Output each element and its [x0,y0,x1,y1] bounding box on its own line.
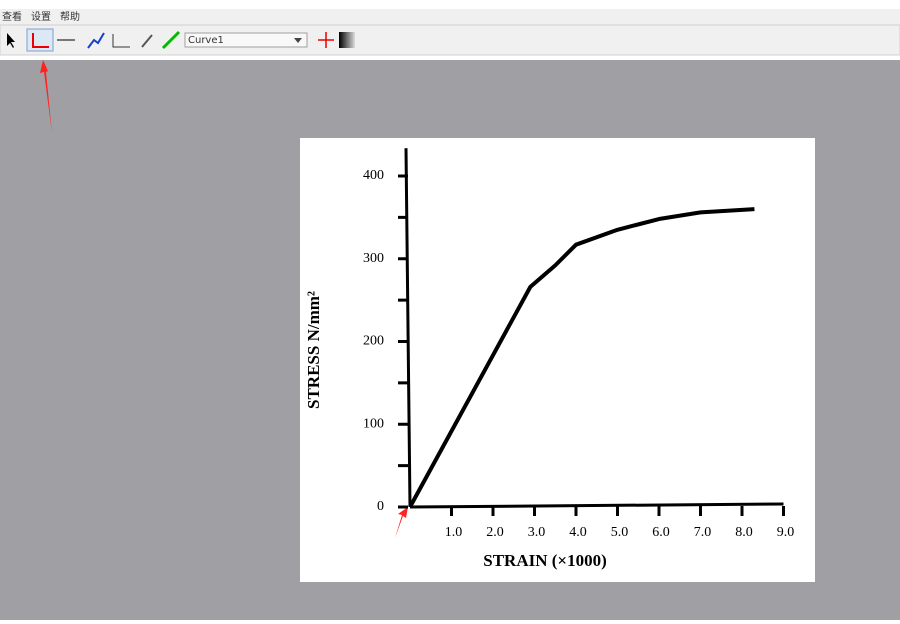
menu-item[interactable]: 设置 [31,11,51,23]
crosshair-tool[interactable] [318,32,334,48]
x-tick-label: 4.0 [569,525,587,540]
image [300,138,815,582]
title-bar [0,0,900,9]
y-tick-label: 200 [363,334,384,349]
x-tick-label: 9.0 [777,525,795,540]
axis-point-tool[interactable] [26,28,54,52]
x-axis [409,502,784,509]
menu-item[interactable]: 查看 [2,10,22,23]
y-tick-label: 100 [363,416,384,431]
x-tick-label: 6.0 [652,525,670,540]
y-axis-title: STRESS N/mm² [304,291,323,409]
x-tick-label: 7.0 [694,525,712,540]
segment-tool[interactable] [161,30,181,50]
toolbar [0,24,900,56]
dropdown-arrow[interactable] [294,38,302,43]
y-tick-label: 400 [363,168,384,183]
stress-strain-curve [408,207,755,508]
select-tool[interactable] [7,33,15,48]
x-tick-label: 5.0 [611,525,629,540]
gradient-tool[interactable] [339,32,355,48]
curve-select[interactable] [184,32,308,48]
curve-tool[interactable] [87,32,105,49]
curve-select-text: Curve1 [188,35,224,46]
y-tick-label: 0 [377,499,384,514]
annotation-arrow [40,60,52,133]
menu-bar [0,9,900,25]
x-tick-label: 2.0 [486,525,504,540]
color-picker[interactable] [141,34,153,48]
y-axis [404,148,412,508]
x-tick-label: 3.0 [528,525,546,540]
annotation-arrow [395,507,408,538]
point-match-tool[interactable] [112,34,130,48]
x-tick-label: 1.0 [445,525,463,540]
menu-item[interactable]: 帮助 [60,10,80,23]
x-tick-label: 8.0 [735,525,753,540]
x-axis-title: STRAIN (×1000) [483,551,607,570]
y-tick-label: 300 [363,251,384,266]
